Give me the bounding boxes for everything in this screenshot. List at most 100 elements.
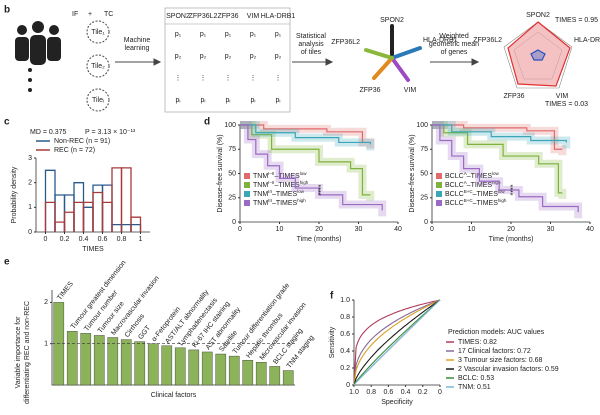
y-tick-label: 0.4 (340, 348, 350, 355)
legend-swatch (244, 182, 250, 188)
gene-label: ZFP36 (359, 87, 380, 94)
x-tick-label: 0.6 (384, 389, 394, 396)
x-tick-label: 0.4 (79, 236, 89, 243)
category-label: TIMES (56, 280, 75, 301)
histogram-step (111, 167, 123, 232)
gene-star (364, 24, 422, 82)
x-tick-label: 20 (315, 226, 323, 233)
legend-part: TNM (253, 173, 268, 180)
table-cell: p₂ (200, 53, 207, 60)
legend-part: A (464, 171, 467, 176)
x-tick-label: 10 (276, 226, 284, 233)
histogram-step (73, 201, 85, 232)
histogram-step (120, 167, 132, 232)
legend-title: Prediction models: AUC values (448, 329, 545, 336)
bar (147, 343, 159, 386)
x-label: Specificity (381, 399, 413, 406)
legend-label: Non-REC (n = 91) (54, 138, 110, 145)
radar (503, 21, 573, 89)
stat-text: P = 3.13 × 10⁻¹³ (85, 129, 136, 136)
y-label: Disease-free survival (%) (217, 134, 224, 212)
y-label: Probability density (11, 166, 18, 223)
table-header: ZFP36 (217, 13, 238, 20)
histogram-step (63, 194, 75, 232)
bar (80, 333, 92, 386)
survival-curve (432, 124, 563, 194)
x-tick-label: 30 (547, 226, 555, 233)
legend-swatch (436, 191, 442, 197)
y-tick-label: 1 (28, 204, 32, 211)
histogram-step (73, 182, 85, 232)
legend-label: 3 Tumour size factors: 0.68 (458, 357, 543, 364)
survival-curve (432, 124, 579, 213)
input-label: + (88, 11, 92, 18)
histogram-step (130, 223, 142, 232)
histogram-step (44, 201, 56, 232)
bar (120, 339, 132, 386)
legend-part: –TIMES (467, 182, 493, 189)
legend-part: –TIMES (473, 200, 499, 207)
legend-swatch (244, 191, 250, 197)
histogram-step (54, 221, 66, 232)
tile-label: Tile₂ (91, 63, 105, 70)
step-label: learning (125, 45, 150, 52)
legend-swatch (436, 182, 442, 188)
histogram-step (120, 223, 132, 232)
table-cell: pᵢ (201, 97, 206, 104)
table-header: HLA-DRB1 (261, 13, 296, 20)
y-label: Variable importance for (15, 316, 22, 389)
table-cell: pᵢ (251, 97, 256, 104)
histogram-step (92, 191, 104, 232)
step-label: of tiles (301, 49, 322, 56)
tile-label: Tile₁ (91, 29, 105, 36)
y-tick-label: 0 (232, 219, 236, 226)
histogram-step (44, 169, 56, 232)
table-cell: pᵢ (176, 97, 181, 104)
bar (161, 345, 173, 386)
x-tick-label: 40 (394, 226, 402, 233)
table-header: ZFP36L2 (189, 13, 218, 20)
legend-part: BCLC (445, 182, 464, 189)
legend-part: I–II (268, 171, 274, 176)
legend-part: low (492, 171, 500, 176)
legend-part: –TIMES (272, 200, 298, 207)
bar (228, 355, 240, 386)
input-label: TC (104, 11, 113, 18)
histogram-step (101, 184, 113, 232)
legend-label: TNMIII–TIMEShigh (253, 198, 306, 207)
bar (201, 351, 213, 386)
legend-part: A (464, 180, 467, 185)
x-tick-label: 0.8 (117, 236, 127, 243)
legend-label: BCLCB+C–TIMESlow (445, 189, 505, 198)
x-tick-label: 0.6 (98, 236, 108, 243)
histogram-step (82, 206, 94, 232)
histogram-step (101, 201, 113, 232)
panel-label: b (4, 5, 10, 16)
survival-curve (432, 124, 563, 150)
roc-curve (353, 299, 441, 386)
legend-part: III (268, 189, 272, 194)
x-tick-label: 1.0 (349, 389, 359, 396)
legend-swatch (436, 200, 442, 206)
x-tick-label: 30 (355, 226, 363, 233)
times-low: TIMES = 0.03 (545, 101, 588, 108)
table-header: SPON2 (166, 13, 190, 20)
step-label: Statistical (296, 33, 326, 40)
panel-label: f (330, 291, 334, 302)
gene-label: VIM (556, 93, 569, 100)
legend-label: TIMES: 0.82 (458, 339, 497, 346)
histogram-step (63, 211, 75, 232)
survival-curve (240, 124, 371, 145)
legend-label: TNMI–II–TIMEShigh (253, 180, 309, 189)
input-label: IF (72, 11, 78, 18)
y-tick-label: 50 (420, 170, 428, 177)
table-cell: p₂ (225, 53, 232, 60)
bar (134, 341, 146, 386)
table-cell: p₁ (250, 31, 257, 38)
y-label: differentiating REC and non-REC (24, 301, 31, 404)
legend-part: B+C (464, 189, 474, 194)
table-cell: pᵢ (276, 97, 281, 104)
x-tick-label: 0 (430, 226, 434, 233)
legend-part: high (297, 198, 306, 203)
gene-label: ZFP36 (503, 93, 524, 100)
